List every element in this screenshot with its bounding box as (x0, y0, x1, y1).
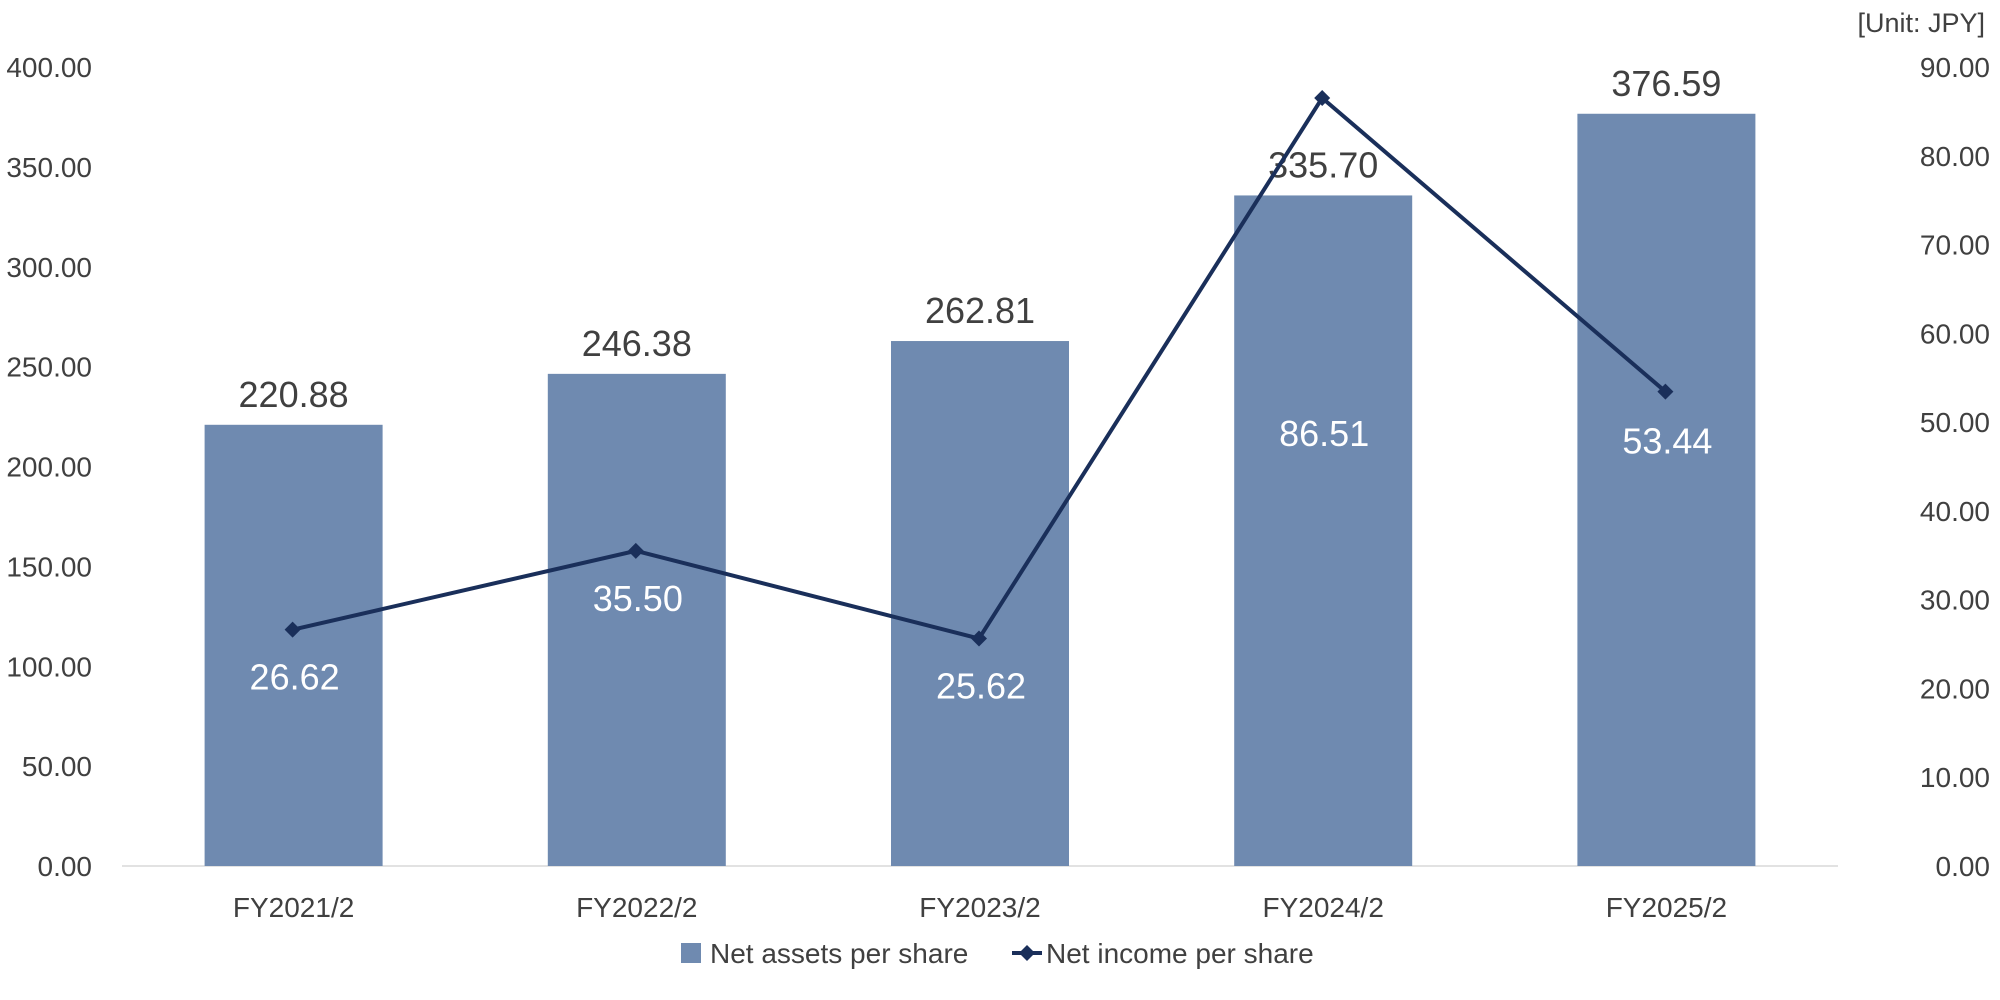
line-marker (284, 621, 301, 638)
category-label: FY2023/2 (919, 892, 1040, 923)
right-tick-label: 90.00 (1920, 52, 1990, 83)
left-tick-label: 400.00 (6, 52, 92, 83)
left-tick-label: 150.00 (6, 551, 92, 582)
right-tick-label: 30.00 (1920, 585, 1990, 616)
line-data-label: 35.50 (593, 578, 683, 619)
left-tick-label: 200.00 (6, 452, 92, 483)
legend-label-line: Net income per share (1046, 938, 1314, 969)
bar-data-label: 335.70 (1268, 144, 1378, 185)
line-marker (971, 630, 987, 647)
line-marker (1657, 383, 1674, 400)
line-series: 26.62 35.50 25.62 86.51 53.44 (250, 89, 1712, 707)
right-tick-label: 80.00 (1920, 141, 1990, 172)
category-label: FY2025/2 (1606, 892, 1727, 923)
bar-data-label: 262.81 (925, 290, 1035, 331)
left-tick-label: 350.00 (6, 152, 92, 183)
right-tick-label: 40.00 (1920, 496, 1990, 527)
legend-label-bar: Net assets per share (710, 938, 968, 969)
left-tick-label: 50.00 (22, 751, 92, 782)
bar-series: 220.88 246.38 262.81 335.70 376.59 (204, 63, 1756, 867)
bar (1577, 113, 1756, 866)
line-data-label: 26.62 (250, 657, 340, 698)
left-tick-label: 250.00 (6, 352, 92, 383)
right-axis: 0.00 10.00 20.00 30.00 40.00 50.00 60.00 70.00 8… (1920, 52, 1990, 882)
right-tick-label: 20.00 (1920, 673, 1990, 704)
category-label: FY2021/2 (233, 892, 354, 923)
right-tick-label: 10.00 (1920, 762, 1990, 793)
line-data-label: 86.51 (1279, 413, 1369, 454)
category-label: FY2022/2 (576, 892, 697, 923)
left-tick-label: 100.00 (6, 651, 92, 682)
bar-data-label: 376.59 (1611, 63, 1721, 104)
bar (547, 373, 726, 866)
bar-data-label: 246.38 (582, 323, 692, 364)
right-tick-label: 50.00 (1920, 407, 1990, 438)
left-tick-label: 0.00 (38, 851, 93, 882)
category-axis: FY2021/2 FY2022/2 FY2023/2 FY2024/2 FY2025/2 (233, 892, 1727, 923)
line-marker (627, 542, 644, 559)
legend-line-marker (1019, 945, 1035, 961)
unit-label: [Unit: JPY] (1857, 8, 1985, 38)
legend: Net assets per share Net income per share (681, 938, 1314, 969)
line-data-label: 25.62 (936, 666, 1026, 707)
category-label: FY2024/2 (1262, 892, 1383, 923)
left-axis: 0.00 50.00 100.00 150.00 200.00 250.00 300.00 3… (6, 52, 92, 882)
bar (204, 424, 383, 866)
bar-data-label: 220.88 (239, 374, 349, 415)
line-marker (1314, 89, 1331, 106)
left-tick-label: 300.00 (6, 252, 92, 283)
line-data-label: 53.44 (1622, 421, 1712, 462)
legend-bar-swatch (681, 943, 701, 963)
right-tick-label: 70.00 (1920, 230, 1990, 261)
bar (1234, 195, 1413, 866)
bar (891, 341, 1069, 867)
right-tick-label: 0.00 (1936, 851, 1991, 882)
right-tick-label: 60.00 (1920, 318, 1990, 349)
